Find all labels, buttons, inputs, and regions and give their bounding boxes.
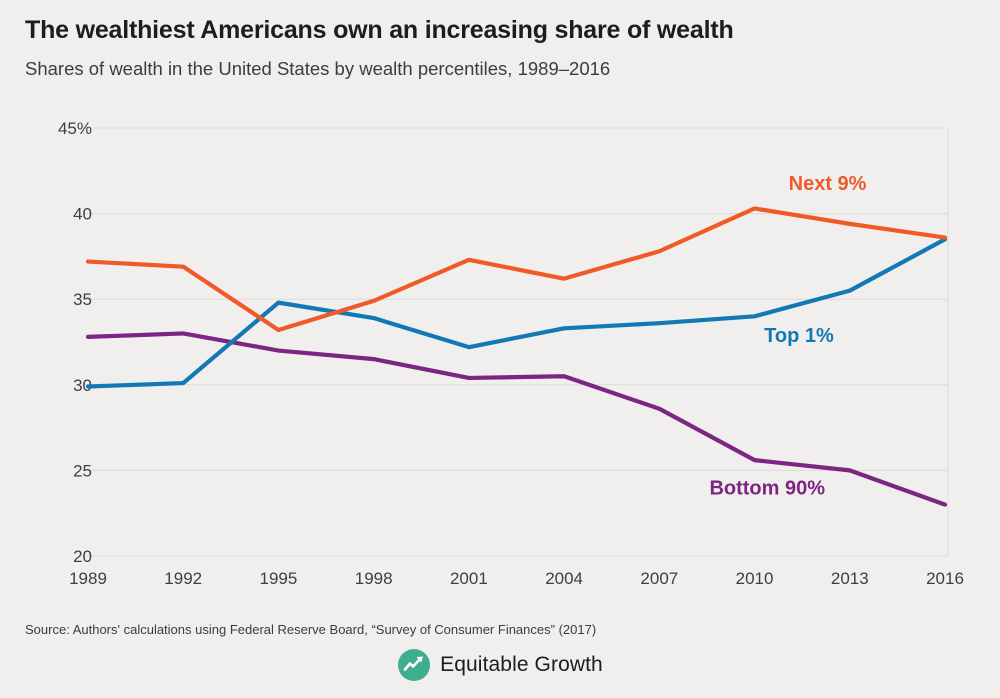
series-label-top-1: Top 1%: [764, 325, 834, 347]
x-tick-label: 1989: [69, 569, 107, 588]
equitable-growth-logo: Equitable Growth: [0, 648, 1000, 682]
y-tick-label: 30: [73, 376, 92, 395]
x-tick-label: 1992: [164, 569, 202, 588]
y-tick-label: 25: [73, 461, 92, 480]
x-tick-label: 1995: [260, 569, 298, 588]
x-tick-label: 2004: [545, 569, 583, 588]
series-label-next-9: Next 9%: [789, 173, 867, 195]
y-tick-label: 35: [73, 290, 92, 309]
x-tick-label: 2010: [736, 569, 774, 588]
source-note: Source: Authors' calculations using Fede…: [25, 622, 597, 637]
series-line-top-1: [85, 237, 948, 389]
x-tick-label: 2013: [831, 569, 869, 588]
y-tick-label: 20: [73, 547, 92, 566]
series-line-next-9: [85, 206, 948, 333]
y-tick-label: 40: [73, 205, 92, 224]
series-label-bottom-90: Bottom 90%: [709, 478, 825, 500]
chart-subtitle: Shares of wealth in the United States by…: [25, 58, 611, 79]
logo-text: Equitable Growth: [440, 653, 603, 676]
trend-arrow-icon: [397, 648, 431, 682]
x-tick-label: 2001: [450, 569, 488, 588]
x-tick-label: 2007: [640, 569, 678, 588]
x-tick-label: 2016: [926, 569, 964, 588]
chart-title: The wealthiest Americans own an increasi…: [25, 16, 734, 44]
y-tick-label: 45%: [58, 119, 92, 138]
x-tick-label: 1998: [355, 569, 393, 588]
